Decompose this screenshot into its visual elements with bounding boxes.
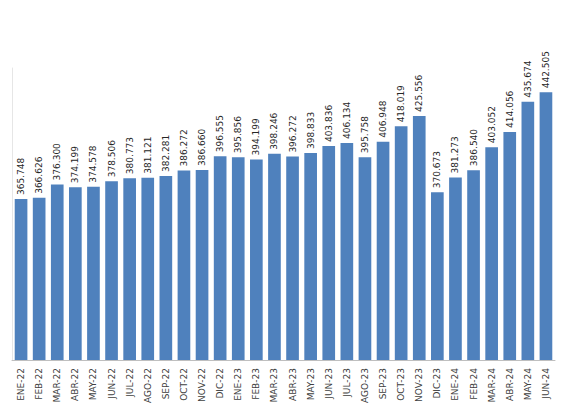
svg-text:MAY-22: MAY-22 (88, 368, 98, 400)
svg-text:NOV-23: NOV-23 (414, 368, 424, 402)
svg-text:JUL-22: JUL-22 (125, 368, 135, 398)
svg-text:374.199: 374.199 (70, 146, 80, 183)
svg-text:376.300: 376.300 (52, 143, 62, 180)
svg-text:374.578: 374.578 (88, 145, 98, 182)
svg-text:AGO-22: AGO-22 (143, 368, 153, 403)
svg-text:AGO-23: AGO-23 (360, 368, 370, 403)
svg-text:398.246: 398.246 (269, 112, 279, 149)
svg-text:OCT-22: OCT-22 (179, 368, 189, 401)
svg-text:FEB-22: FEB-22 (34, 368, 44, 400)
svg-text:OCT-23: OCT-23 (396, 368, 406, 401)
svg-text:406.948: 406.948 (378, 100, 388, 137)
svg-text:FEB-23: FEB-23 (251, 368, 261, 400)
svg-text:365.748: 365.748 (16, 158, 26, 195)
svg-text:386.540: 386.540 (469, 129, 479, 166)
svg-text:ABR-24: ABR-24 (505, 368, 515, 401)
svg-text:366.626: 366.626 (34, 156, 44, 193)
svg-text:395.856: 395.856 (233, 116, 243, 153)
svg-text:MAR-22: MAR-22 (52, 368, 62, 403)
svg-text:442.505: 442.505 (541, 51, 551, 88)
svg-text:396.272: 396.272 (288, 115, 298, 152)
svg-text:386.272: 386.272 (179, 129, 189, 166)
svg-text:ENE-23: ENE-23 (233, 368, 243, 401)
svg-text:370.673: 370.673 (432, 151, 442, 188)
svg-text:381.273: 381.273 (450, 136, 460, 173)
svg-text:DIC-22: DIC-22 (215, 368, 225, 399)
svg-text:396.555: 396.555 (215, 115, 225, 152)
svg-text:JUN-24: JUN-24 (541, 368, 551, 400)
svg-text:380.773: 380.773 (125, 137, 135, 174)
svg-text:ABR-23: ABR-23 (288, 368, 298, 401)
svg-text:SEP-22: SEP-22 (161, 368, 171, 399)
svg-text:JUL-23: JUL-23 (342, 368, 352, 398)
svg-text:381.121: 381.121 (143, 136, 153, 173)
svg-text:DIC-23: DIC-23 (432, 368, 442, 399)
svg-text:386.660: 386.660 (197, 128, 207, 165)
svg-text:JUN-23: JUN-23 (324, 368, 334, 400)
svg-text:425.556: 425.556 (414, 74, 424, 111)
svg-text:382.281: 382.281 (161, 135, 171, 172)
svg-text:418.019: 418.019 (396, 85, 406, 122)
svg-text:398.833: 398.833 (306, 112, 316, 149)
svg-text:414.056: 414.056 (505, 90, 515, 127)
svg-text:403.836: 403.836 (324, 105, 334, 142)
svg-text:395.758: 395.758 (360, 116, 370, 153)
svg-text:NOV-22: NOV-22 (197, 368, 207, 402)
svg-text:378.506: 378.506 (107, 140, 117, 177)
svg-text:ABR-22: ABR-22 (70, 368, 80, 401)
svg-text:435.674: 435.674 (523, 60, 533, 97)
svg-text:JUN-22: JUN-22 (107, 368, 117, 400)
svg-text:FEB-24: FEB-24 (469, 368, 479, 400)
svg-text:SEP-23: SEP-23 (378, 368, 388, 399)
svg-text:ENE-24: ENE-24 (450, 368, 460, 401)
svg-text:406.134: 406.134 (342, 101, 352, 138)
svg-text:MAR-23: MAR-23 (269, 368, 279, 403)
svg-text:MAR-24: MAR-24 (487, 368, 497, 403)
svg-text:ENE-22: ENE-22 (16, 368, 26, 401)
svg-text:394.199: 394.199 (251, 118, 261, 155)
svg-text:403.052: 403.052 (487, 106, 497, 143)
svg-text:MAY-24: MAY-24 (523, 368, 533, 401)
svg-text:MAY-23: MAY-23 (306, 368, 316, 400)
